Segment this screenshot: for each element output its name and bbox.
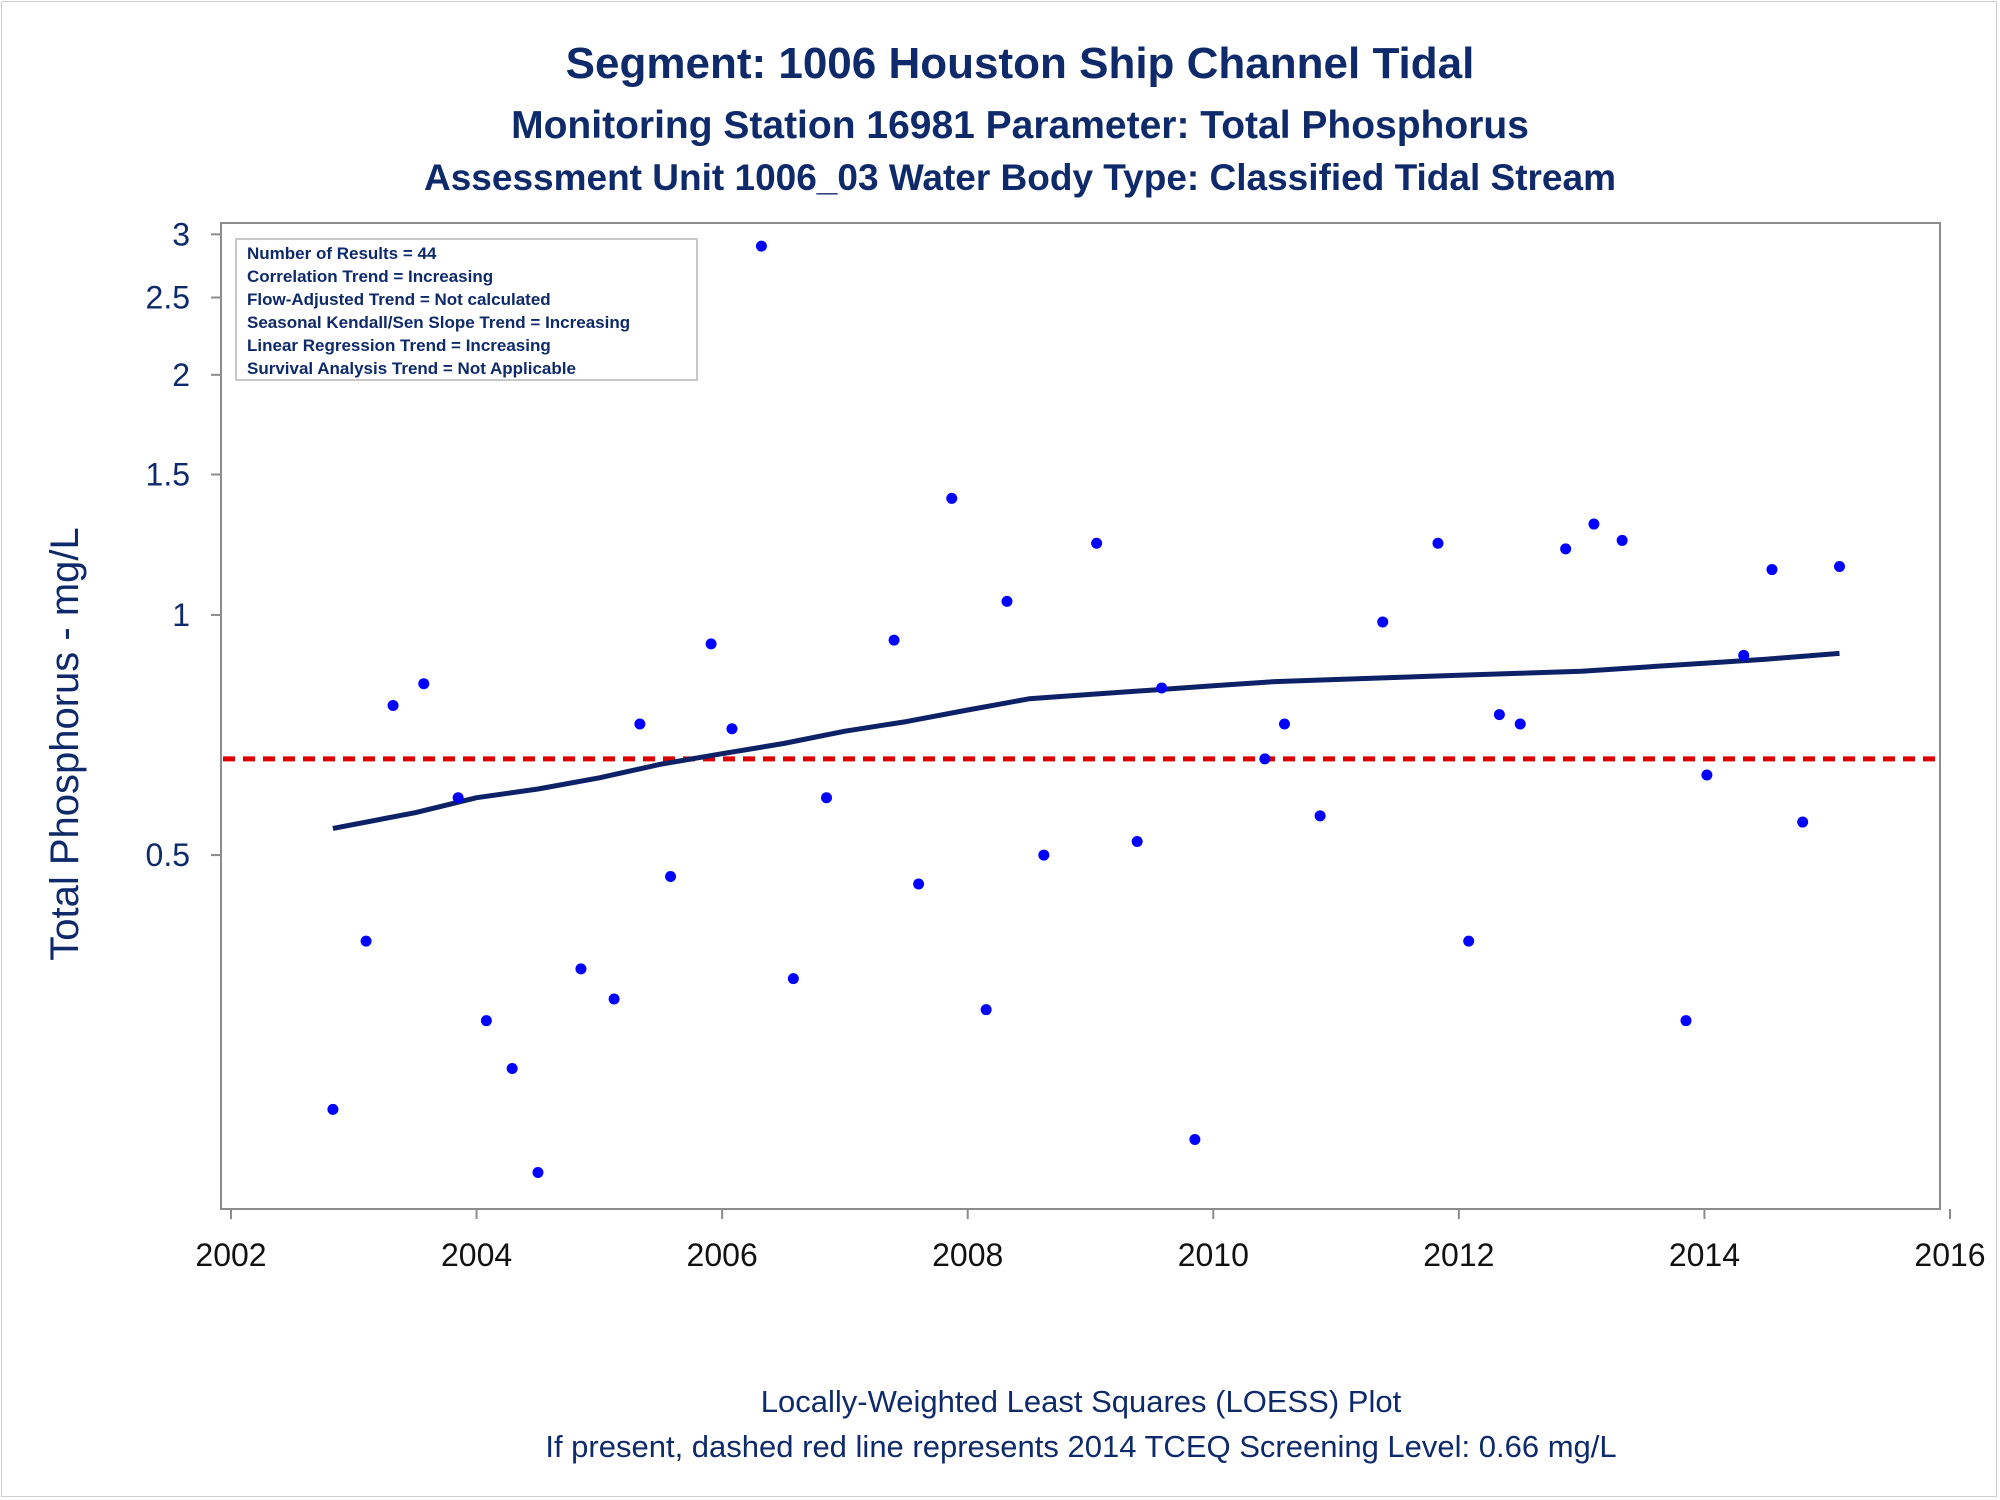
data-point [1680,1015,1692,1027]
x-axis: 2002 2004 2006 2008 2010 2012 2014 2016 [195,1209,1986,1273]
data-point [1131,835,1143,847]
data-point [1797,816,1809,828]
footer-line-2: If present, dashed red line represents 2… [545,1429,1616,1464]
data-point [418,678,430,690]
data-points-group [327,240,1845,1179]
data-point [387,699,399,711]
data-point [634,718,646,730]
data-point [1493,709,1505,721]
y-axis-label: Total Phosphorus - mg/L [43,527,87,961]
y-tick-label: 3 [172,216,190,252]
data-point [980,1004,992,1016]
data-point [360,935,372,947]
x-tick-label: 2006 [687,1237,758,1273]
x-tick-label: 2004 [441,1237,512,1273]
x-tick-label: 2012 [1423,1237,1494,1273]
chart-subtitle: Monitoring Station 16981 Parameter: Tota… [511,104,1529,147]
data-point [1766,564,1778,576]
y-tick-label: 1 [172,597,190,633]
data-point [506,1063,518,1075]
data-point [1738,649,1750,661]
data-point [1701,769,1713,781]
data-point [888,634,900,646]
data-point [1279,718,1291,730]
data-point [1001,595,1013,607]
info-box-line: Flow-Adjusted Trend = Not calculated [247,290,551,309]
data-point [821,792,833,804]
data-point [575,963,587,975]
data-point [705,638,717,650]
data-point [1259,753,1271,765]
data-point [913,878,925,890]
data-point [452,792,464,804]
info-box-line: Linear Regression Trend = Increasing [247,336,551,355]
data-point [755,240,767,252]
data-point [327,1103,339,1115]
x-tick-label: 2002 [195,1237,266,1273]
x-tick-label: 2010 [1178,1237,1249,1273]
data-point [480,1015,492,1027]
y-tick-label: 1.5 [146,456,190,492]
data-point [1377,616,1389,628]
data-point [1156,682,1168,694]
data-point [665,871,677,883]
data-point [1038,849,1050,861]
data-point [1616,534,1628,546]
data-point [1588,518,1600,530]
chart-subtitle-2: Assessment Unit 1006_03 Water Body Type:… [424,157,1616,198]
data-point [1833,561,1845,573]
x-tick-label: 2014 [1669,1237,1740,1273]
y-tick-label: 2.5 [146,280,190,316]
loess-curve [332,650,1840,831]
footer-line-1: Locally-Weighted Least Squares (LOESS) P… [761,1384,1402,1419]
y-tick-label: 2 [172,357,190,393]
data-point [1091,537,1103,549]
data-point [787,973,799,985]
plot-area-border [220,222,1941,1210]
data-point [608,993,620,1005]
data-point [726,723,738,735]
data-point [946,492,958,504]
x-tick-label: 2008 [932,1237,1003,1273]
data-point [1463,935,1475,947]
info-box [235,238,698,381]
data-point [532,1167,544,1179]
data-point [1432,537,1444,549]
chart-title: Segment: 1006 Houston Ship Channel Tidal [566,39,1475,88]
info-box-line: Seasonal Kendall/Sen Slope Trend = Incre… [247,313,630,332]
data-point [1314,810,1326,822]
info-box-line: Correlation Trend = Increasing [247,267,493,286]
y-axis: 0.5 1 1.5 2 2.5 3 [146,216,221,873]
x-tick-label: 2016 [1914,1237,1985,1273]
info-box-line: Number of Results = 44 [247,244,437,263]
data-point [1560,543,1572,555]
data-point [1514,718,1526,730]
y-tick-label: 0.5 [146,837,190,873]
data-point [1189,1133,1201,1145]
info-box-line: Survival Analysis Trend = Not Applicable [247,359,576,378]
loess-group [332,650,1840,831]
